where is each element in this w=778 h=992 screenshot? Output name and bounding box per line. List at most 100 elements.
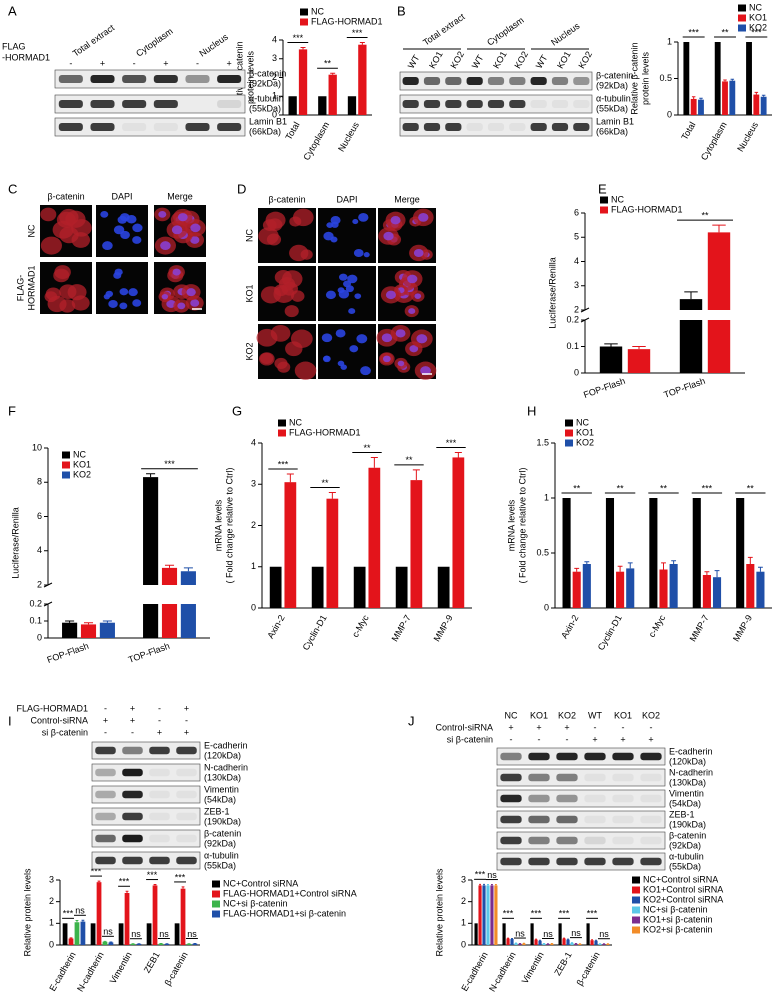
y-axis-label: ( Fold change relative to Ctrl) xyxy=(517,467,527,583)
blot-band xyxy=(176,790,197,799)
blot-band xyxy=(95,856,116,865)
nucleus-stain xyxy=(339,273,348,281)
blot-band xyxy=(149,746,170,755)
significance: ** xyxy=(747,483,755,493)
blot-membrane xyxy=(496,747,666,766)
blot-band xyxy=(402,123,419,131)
bar xyxy=(284,482,297,608)
blot-band xyxy=(528,815,550,824)
error-bar xyxy=(747,556,753,564)
blot-label: (54kDa) xyxy=(669,798,701,808)
lane-label: WT xyxy=(470,53,486,71)
row-label: NC xyxy=(26,224,36,237)
bar xyxy=(746,564,755,608)
significance: *** xyxy=(63,909,74,919)
condition-label: si β-catenin xyxy=(42,727,88,737)
blot-band xyxy=(584,794,606,803)
error-bar xyxy=(125,890,129,893)
blot-band xyxy=(487,100,505,108)
bar xyxy=(690,98,697,115)
bar xyxy=(542,943,546,945)
bar xyxy=(486,885,490,945)
nucleus-stain xyxy=(360,366,371,376)
error-bar xyxy=(181,886,185,889)
blot-band xyxy=(530,100,547,108)
error-bar xyxy=(97,880,101,883)
y-tick-label: 0 xyxy=(272,109,277,119)
significance: ** xyxy=(617,483,625,493)
cell-stain xyxy=(265,211,286,229)
bar xyxy=(722,81,728,115)
blot-band xyxy=(466,123,483,131)
bar xyxy=(692,498,701,608)
y-tick-label: 0 xyxy=(574,367,579,377)
error-bar xyxy=(83,622,94,625)
blot-membrane xyxy=(54,117,246,137)
bar xyxy=(626,568,635,608)
y-tick-label: 0.2 xyxy=(29,598,42,608)
legend-label: NC xyxy=(73,449,86,459)
lane-sign: - xyxy=(566,734,569,744)
condition-label: Control-siRNA xyxy=(30,715,88,725)
cell-stain xyxy=(270,324,291,342)
lane-label: KO2 xyxy=(558,710,576,720)
bar xyxy=(502,923,506,945)
nucleus-stain xyxy=(108,299,118,308)
blot-band xyxy=(149,834,170,843)
lane-sign: + xyxy=(184,703,189,713)
blot-band xyxy=(556,836,578,845)
blot-label: N-cadherin xyxy=(204,762,248,772)
y-axis-label: Relative protein levels xyxy=(22,868,32,957)
significance: *** xyxy=(91,866,102,876)
y-tick-label: 2 xyxy=(461,896,466,906)
blot-band xyxy=(612,794,634,803)
blot-band xyxy=(528,836,550,845)
x-tick-label: TOP-Flash xyxy=(127,641,171,665)
legend-swatch xyxy=(632,916,640,924)
blot-band xyxy=(423,100,441,108)
nucleus-stain xyxy=(385,290,396,300)
bar xyxy=(174,923,180,945)
lane-sign: - xyxy=(622,722,625,732)
blot-membrane xyxy=(91,829,201,848)
bar xyxy=(546,943,550,945)
x-tick-label: Cyclin-D1 xyxy=(301,613,329,652)
legend-label: KO1 xyxy=(73,459,91,469)
legend-swatch xyxy=(300,8,308,16)
nucleus-stain xyxy=(383,231,394,241)
x-tick-label: β-catenin xyxy=(163,950,190,987)
blot-band xyxy=(95,834,116,843)
bar xyxy=(494,885,498,945)
nucleus-stain xyxy=(413,248,424,258)
bar xyxy=(590,940,594,945)
lane-label: KO1 xyxy=(530,710,548,720)
nucleus-stain xyxy=(347,274,358,284)
x-tick-label: Nucleus xyxy=(735,120,760,154)
blot-band xyxy=(153,123,178,131)
significance: ** xyxy=(405,455,413,465)
lane-sign: + xyxy=(564,722,569,732)
blot-band xyxy=(573,100,590,108)
blot-band xyxy=(640,836,662,845)
panel-label: E xyxy=(598,181,607,196)
bar xyxy=(347,96,357,115)
group-label: Nucleus xyxy=(197,31,230,58)
y-tick-label: 0 xyxy=(667,109,672,119)
nucleus-stain xyxy=(161,293,169,300)
nucleus-stain xyxy=(358,213,369,222)
blot-label: E-cadherin xyxy=(204,740,248,750)
y-tick-label: 1 xyxy=(49,918,54,928)
blot-membrane xyxy=(496,810,666,829)
bar xyxy=(136,943,142,945)
x-tick-label: MMP-7 xyxy=(390,613,413,643)
blot-membrane xyxy=(91,741,201,760)
blot-band xyxy=(423,77,441,85)
y-tick-label: 0 xyxy=(461,939,466,949)
nucleus-stain xyxy=(190,299,200,307)
y-axis-label: Luciferase/Renilla xyxy=(547,257,557,329)
y-tick-label: 3 xyxy=(461,874,466,884)
significance: ns xyxy=(543,929,553,939)
blot-band xyxy=(509,77,526,85)
nucleus-stain xyxy=(132,299,142,307)
error-bar xyxy=(483,883,485,886)
